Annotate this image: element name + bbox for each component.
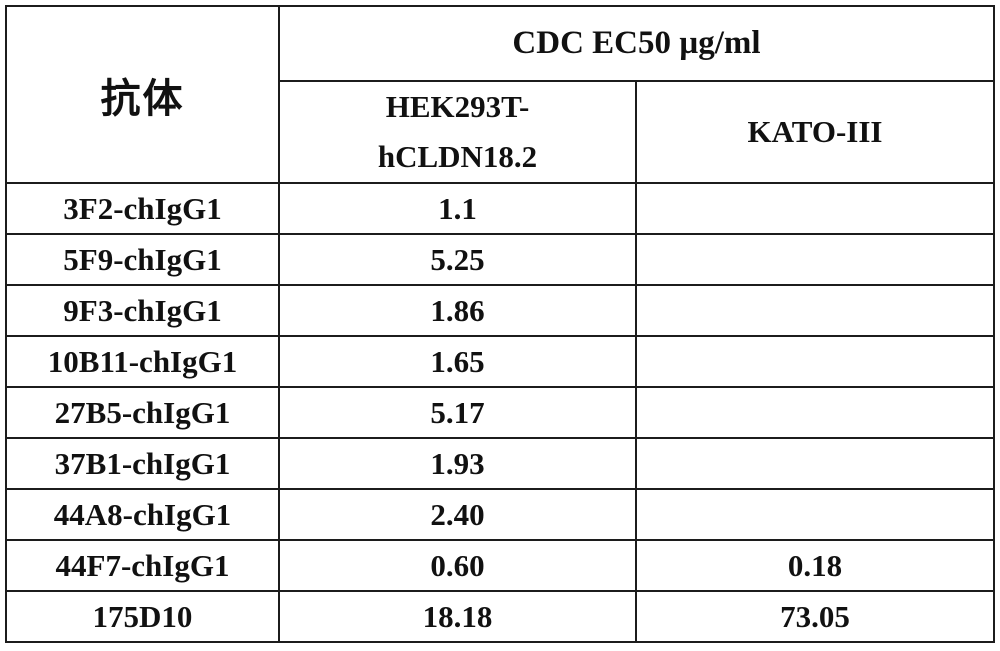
antibody-name-cell: 44F7-chIgG1 [5,539,280,592]
table-row: 44A8-chIgG1 2.40 [5,488,995,541]
cdc-ec50-header: CDC EC50 µg/ml [278,5,995,82]
antibody-name-cell: 44A8-chIgG1 [5,488,280,541]
table-row: 175D10 18.18 73.05 [5,590,995,643]
kato-column-header: KATO-III [635,80,995,184]
hek-value-cell: 1.1 [278,182,637,235]
hek-value-cell: 1.86 [278,284,637,337]
kato-value-cell [635,182,995,235]
table-row: 3F2-chIgG1 1.1 [5,182,995,235]
antibody-name-cell: 9F3-chIgG1 [5,284,280,337]
hek-value-cell: 0.60 [278,539,637,592]
kato-value-cell [635,488,995,541]
hek293t-header-line2: hCLDN18.2 [377,139,538,174]
table-row: 37B1-chIgG1 1.93 [5,437,995,490]
table-row: 5F9-chIgG1 5.25 [5,233,995,286]
kato-value-cell: 73.05 [635,590,995,643]
hek-value-cell: 1.93 [278,437,637,490]
antibody-name-cell: 5F9-chIgG1 [5,233,280,286]
document-page: 抗体 CDC EC50 µg/ml HEK293T- hCLDN18.2 KAT… [5,5,995,643]
antibody-name-cell: 27B5-chIgG1 [5,386,280,439]
hek293t-header-line1: HEK293T- [385,89,530,125]
hek-value-cell: 18.18 [278,590,637,643]
kato-value-cell [635,437,995,490]
antibody-column-header: 抗体 [5,5,280,184]
kato-value-cell: 0.18 [635,539,995,592]
kato-value-cell [635,386,995,439]
hek-value-cell: 1.65 [278,335,637,388]
ec50-table: 抗体 CDC EC50 µg/ml HEK293T- hCLDN18.2 KAT… [5,5,995,643]
hek-value-cell: 5.25 [278,233,637,286]
antibody-name-cell: 3F2-chIgG1 [5,182,280,235]
table-row: 44F7-chIgG1 0.60 0.18 [5,539,995,592]
antibody-name-cell: 175D10 [5,590,280,643]
kato-value-cell [635,284,995,337]
hek-value-cell: 5.17 [278,386,637,439]
table-row: 9F3-chIgG1 1.86 [5,284,995,337]
antibody-name-cell: 10B11-chIgG1 [5,335,280,388]
antibody-name-cell: 37B1-chIgG1 [5,437,280,490]
table-row: 10B11-chIgG1 1.65 [5,335,995,388]
hek293t-column-header: HEK293T- hCLDN18.2 [278,80,637,184]
table-row: 27B5-chIgG1 5.17 [5,386,995,439]
kato-value-cell [635,233,995,286]
hek-value-cell: 2.40 [278,488,637,541]
kato-value-cell [635,335,995,388]
